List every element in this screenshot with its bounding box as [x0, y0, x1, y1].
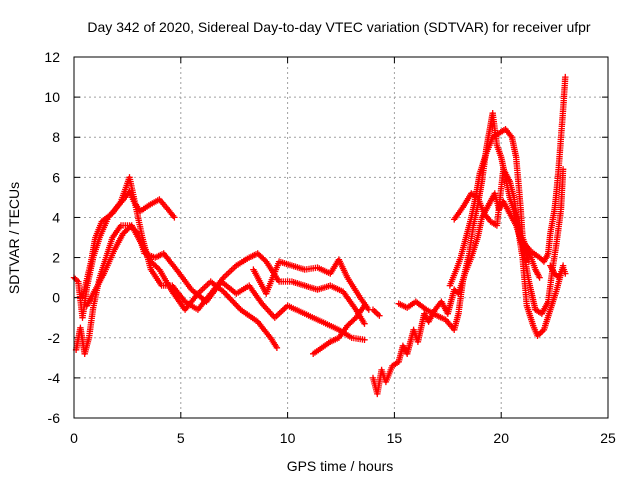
x-tick-label: 10: [280, 430, 296, 446]
y-tick-label: 8: [52, 129, 60, 145]
plot-frame: [73, 56, 609, 419]
y-tick-label: -6: [48, 410, 61, 426]
series-track-7: [369, 306, 383, 319]
plus-markers: [547, 262, 569, 281]
y-tick-label: 4: [52, 209, 60, 225]
y-tick-label: 2: [52, 250, 60, 266]
y-tick-label: 0: [52, 290, 60, 306]
data-series: [70, 73, 569, 398]
plus-markers: [369, 306, 383, 319]
plus-markers: [519, 73, 569, 265]
x-axis-label: GPS time / hours: [287, 458, 394, 474]
series-track-5: [250, 256, 372, 313]
plus-markers: [79, 174, 368, 327]
plus-markers: [250, 256, 372, 313]
y-tick-label: -4: [48, 370, 61, 386]
plus-markers: [369, 190, 533, 398]
plus-markers: [83, 222, 281, 351]
y-tick-label: -2: [48, 330, 61, 346]
x-tick-label: 25: [600, 430, 616, 446]
series-track-12: [519, 73, 569, 265]
x-tick-label: 15: [387, 430, 403, 446]
grid: [74, 57, 608, 418]
y-axis-label: SDTVAR / TECUs: [6, 182, 22, 294]
series-track-4: [83, 222, 281, 351]
x-tick-label: 0: [70, 430, 78, 446]
series-track-3: [79, 174, 368, 327]
y-tick-label: 10: [44, 89, 60, 105]
axis-ticks: 0 5 10 15 20 25 -6 -4 -2 0 2 4 6 8 10 12: [44, 49, 616, 446]
x-tick-label: 20: [493, 430, 509, 446]
series-track-8: [369, 190, 533, 398]
y-tick-label: 6: [52, 169, 60, 185]
series-track-6: [310, 302, 368, 357]
y-tick-label: 12: [44, 49, 60, 65]
chart-title: Day 342 of 2020, Sidereal Day-to-day VTE…: [87, 19, 591, 35]
series-track-13: [547, 262, 569, 281]
plus-markers: [310, 302, 368, 357]
x-tick-label: 5: [177, 430, 185, 446]
